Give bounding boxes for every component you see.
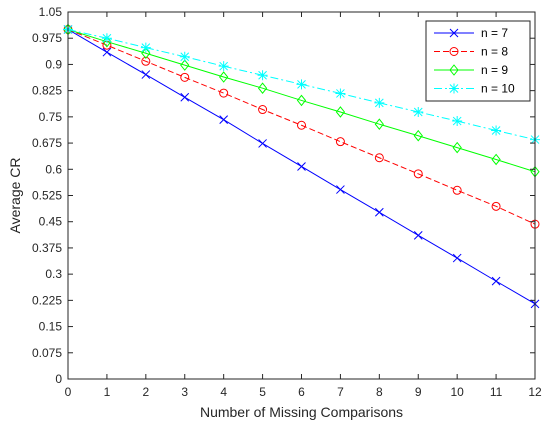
x-tick-label: 8	[376, 385, 383, 399]
data-point-3-11	[491, 153, 501, 166]
y-tick-label: 0.675	[32, 136, 62, 150]
data-point-3-6	[296, 94, 307, 107]
x-tick-label: 5	[259, 385, 266, 399]
series-2	[63, 24, 540, 229]
series-line-2	[67, 29, 536, 225]
legend-label: n = 10	[481, 82, 515, 96]
axes-layer: 0 1 2 3 4 5 6 7 8 9 10 11 1200.0750.150.2250.30.3750…	[32, 5, 542, 399]
legend: n = 7 n = 8 n = 9 n = 10	[425, 20, 531, 102]
data-point-1-9	[413, 230, 423, 240]
x-tick-label: 3	[181, 385, 188, 399]
data-point-3-4	[219, 71, 229, 83]
x-tick-label: 12	[528, 385, 542, 399]
data-point-2-3	[180, 72, 190, 82]
y-tick-label: 0.9	[45, 57, 62, 71]
data-point-1-8	[374, 207, 384, 217]
data-point-3-9	[413, 129, 423, 142]
series-layer	[63, 23, 540, 309]
y-tick-label: 0.15	[39, 320, 63, 334]
data-point-4-8	[374, 97, 385, 108]
y-tick-label: 0.45	[39, 215, 63, 229]
legend-item-3: n = 9	[434, 63, 508, 77]
data-point-1-3	[180, 92, 190, 102]
legend-item-4: n = 10	[434, 82, 515, 96]
data-point-3-10	[452, 141, 462, 154]
data-point-4-1	[101, 33, 112, 44]
data-point-3-1	[102, 35, 112, 48]
data-point-2-6	[297, 120, 306, 130]
data-point-4-4	[218, 61, 229, 72]
x-tick-label: 0	[65, 385, 72, 399]
data-point-3-2	[141, 47, 151, 60]
y-tick-label: 0.825	[32, 84, 62, 98]
data-point-1-10	[452, 253, 462, 263]
x-axis-label: Number of Missing Comparisons	[200, 404, 403, 420]
data-point-3-5	[257, 82, 268, 94]
data-point-2-5	[258, 105, 268, 115]
data-point-2-4	[219, 88, 229, 98]
data-point-1-4	[219, 115, 229, 125]
x-tick-label: 10	[450, 385, 464, 399]
data-point-4-2	[140, 42, 151, 53]
legend-item-2: n = 8	[434, 45, 508, 59]
data-point-1-11	[491, 276, 501, 286]
y-tick-label: 0.375	[32, 241, 62, 255]
data-point-4-7	[335, 88, 346, 99]
y-tick-label: 0.6	[45, 162, 62, 176]
legend-marker	[449, 47, 459, 56]
data-point-4-5	[257, 70, 268, 81]
data-point-1-7	[336, 185, 345, 194]
legend-marker	[449, 28, 459, 38]
legend-label: n = 9	[481, 63, 508, 77]
x-tick-label: 4	[220, 385, 227, 399]
data-point-4-3	[179, 51, 190, 62]
x-tick-label: 6	[298, 385, 305, 399]
data-point-4-6	[296, 79, 307, 90]
data-point-4-9	[413, 106, 424, 117]
series-line-3	[67, 29, 536, 173]
data-point-3-8	[374, 118, 384, 130]
y-tick-label: 0.3	[45, 267, 62, 281]
data-point-1-1	[102, 47, 112, 57]
y-tick-label: 0.525	[32, 189, 62, 203]
x-tick-label: 11	[490, 385, 503, 399]
data-point-1-6	[297, 162, 306, 171]
legend-box	[425, 20, 531, 102]
data-point-2-11	[491, 201, 501, 211]
y-tick-label: 0.975	[32, 31, 62, 45]
data-point-2-10	[452, 185, 462, 195]
legend-label: n = 7	[481, 26, 508, 40]
data-point-3-3	[180, 59, 190, 71]
x-tick-label: 1	[104, 385, 111, 399]
x-tick-label: 7	[337, 385, 344, 399]
x-tick-label: 2	[142, 385, 149, 399]
data-point-1-2	[141, 70, 151, 79]
data-point-4-11	[491, 125, 502, 136]
y-axis-label: Average CR	[7, 157, 23, 233]
data-point-2-9	[413, 169, 423, 179]
legend-marker	[449, 64, 459, 76]
y-tick-label: 0.075	[32, 346, 62, 360]
legend-marker	[449, 83, 459, 94]
y-tick-label: 1.05	[39, 5, 63, 19]
y-tick-label: 0.75	[39, 110, 63, 124]
legend-item-1: n = 7	[434, 26, 508, 40]
y-tick-label: 0	[55, 372, 62, 386]
data-point-3-7	[335, 106, 346, 118]
legend-label: n = 8	[481, 45, 508, 59]
y-tick-label: 0.225	[32, 293, 62, 307]
data-point-2-7	[335, 137, 345, 147]
data-point-2-2	[141, 56, 151, 66]
data-point-2-8	[374, 153, 384, 163]
x-tick-label: 9	[415, 385, 422, 399]
data-point-1-5	[258, 139, 267, 148]
data-point-4-10	[452, 116, 463, 127]
